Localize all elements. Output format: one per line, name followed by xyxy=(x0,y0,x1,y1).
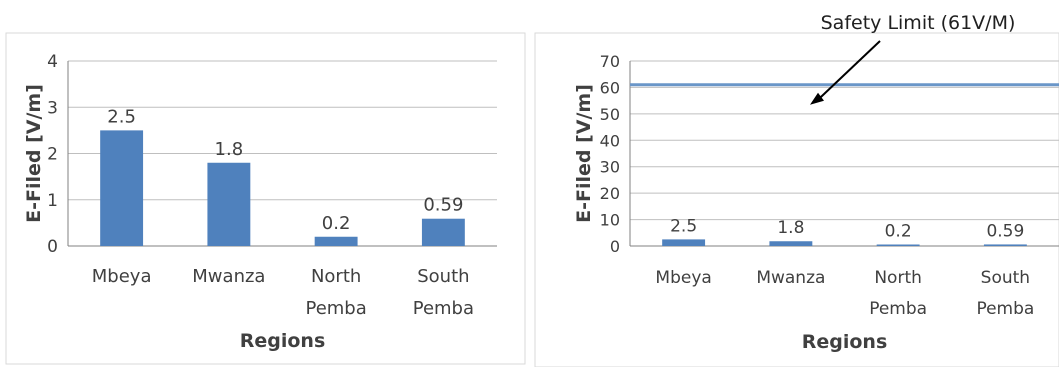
annotation-arrow xyxy=(817,40,881,101)
x-tick-label: North xyxy=(311,266,361,287)
bar xyxy=(314,236,358,246)
bar xyxy=(662,239,706,246)
data-label: 2.5 xyxy=(670,216,697,236)
bar xyxy=(983,244,1027,246)
y-tick-label: 1 xyxy=(47,191,58,211)
chart-panel-right: 0 10 20 30 40 50 60 70 2.5 Mbeya 1.8 Mwanza 0.2 North… xyxy=(534,12,1059,368)
safety-limit-label: Safety Limit (61V/M) xyxy=(821,12,1016,34)
y-tick-label: 50 xyxy=(600,105,620,124)
y-tick-label: 40 xyxy=(600,131,620,150)
x-tick-label: Pemba xyxy=(413,298,474,319)
data-label: 0.59 xyxy=(423,195,463,216)
x-tick-label: Mwanza xyxy=(756,268,825,288)
y-tick-label: 20 xyxy=(600,184,620,203)
x-tick-label: Pemba xyxy=(305,298,366,319)
data-label: 2.5 xyxy=(107,106,136,127)
y-tick-label: 60 xyxy=(600,78,620,97)
x-axis-title: Regions xyxy=(802,331,888,353)
data-label: 0.59 xyxy=(986,221,1024,241)
bar xyxy=(769,241,813,246)
x-tick-label: South xyxy=(417,266,469,287)
annotation-arrowhead xyxy=(810,92,824,105)
bar xyxy=(421,218,465,246)
x-axis-title: Regions xyxy=(240,330,326,352)
x-tick-label: Pemba xyxy=(869,299,927,319)
y-tick-label: 10 xyxy=(600,211,620,230)
data-label: 1.8 xyxy=(777,218,804,238)
chart-panel-left: 0 1 2 3 4 2.5 Mbeya 1.8 Mwanza 0.2 North Pemba 0.59 S… xyxy=(5,32,526,365)
x-tick-label: Mbeya xyxy=(655,268,711,288)
data-label: 0.2 xyxy=(322,213,351,234)
y-tick-label: 70 xyxy=(600,52,620,71)
y-tick-label: 3 xyxy=(47,98,58,118)
y-axis-title: E-Filed [V/m] xyxy=(573,84,595,223)
y-tick-label: 0 xyxy=(610,237,620,256)
y-tick-label: 2 xyxy=(47,145,58,165)
x-tick-label: North xyxy=(874,268,922,288)
y-axis-title: E-Filed [V/m] xyxy=(23,84,45,223)
y-tick-label: 4 xyxy=(47,52,58,72)
data-label: 0.2 xyxy=(885,222,912,242)
bar xyxy=(876,244,920,246)
x-tick-label: Mwanza xyxy=(192,266,265,287)
bar xyxy=(207,162,251,246)
y-tick-label: 30 xyxy=(600,158,620,177)
bar xyxy=(100,130,144,246)
x-tick-label: Pemba xyxy=(976,299,1034,319)
x-tick-label: South xyxy=(981,268,1030,288)
data-label: 1.8 xyxy=(215,139,244,160)
x-tick-label: Mbeya xyxy=(92,266,152,287)
y-tick-label: 0 xyxy=(47,237,58,257)
chart-frame xyxy=(5,32,526,365)
